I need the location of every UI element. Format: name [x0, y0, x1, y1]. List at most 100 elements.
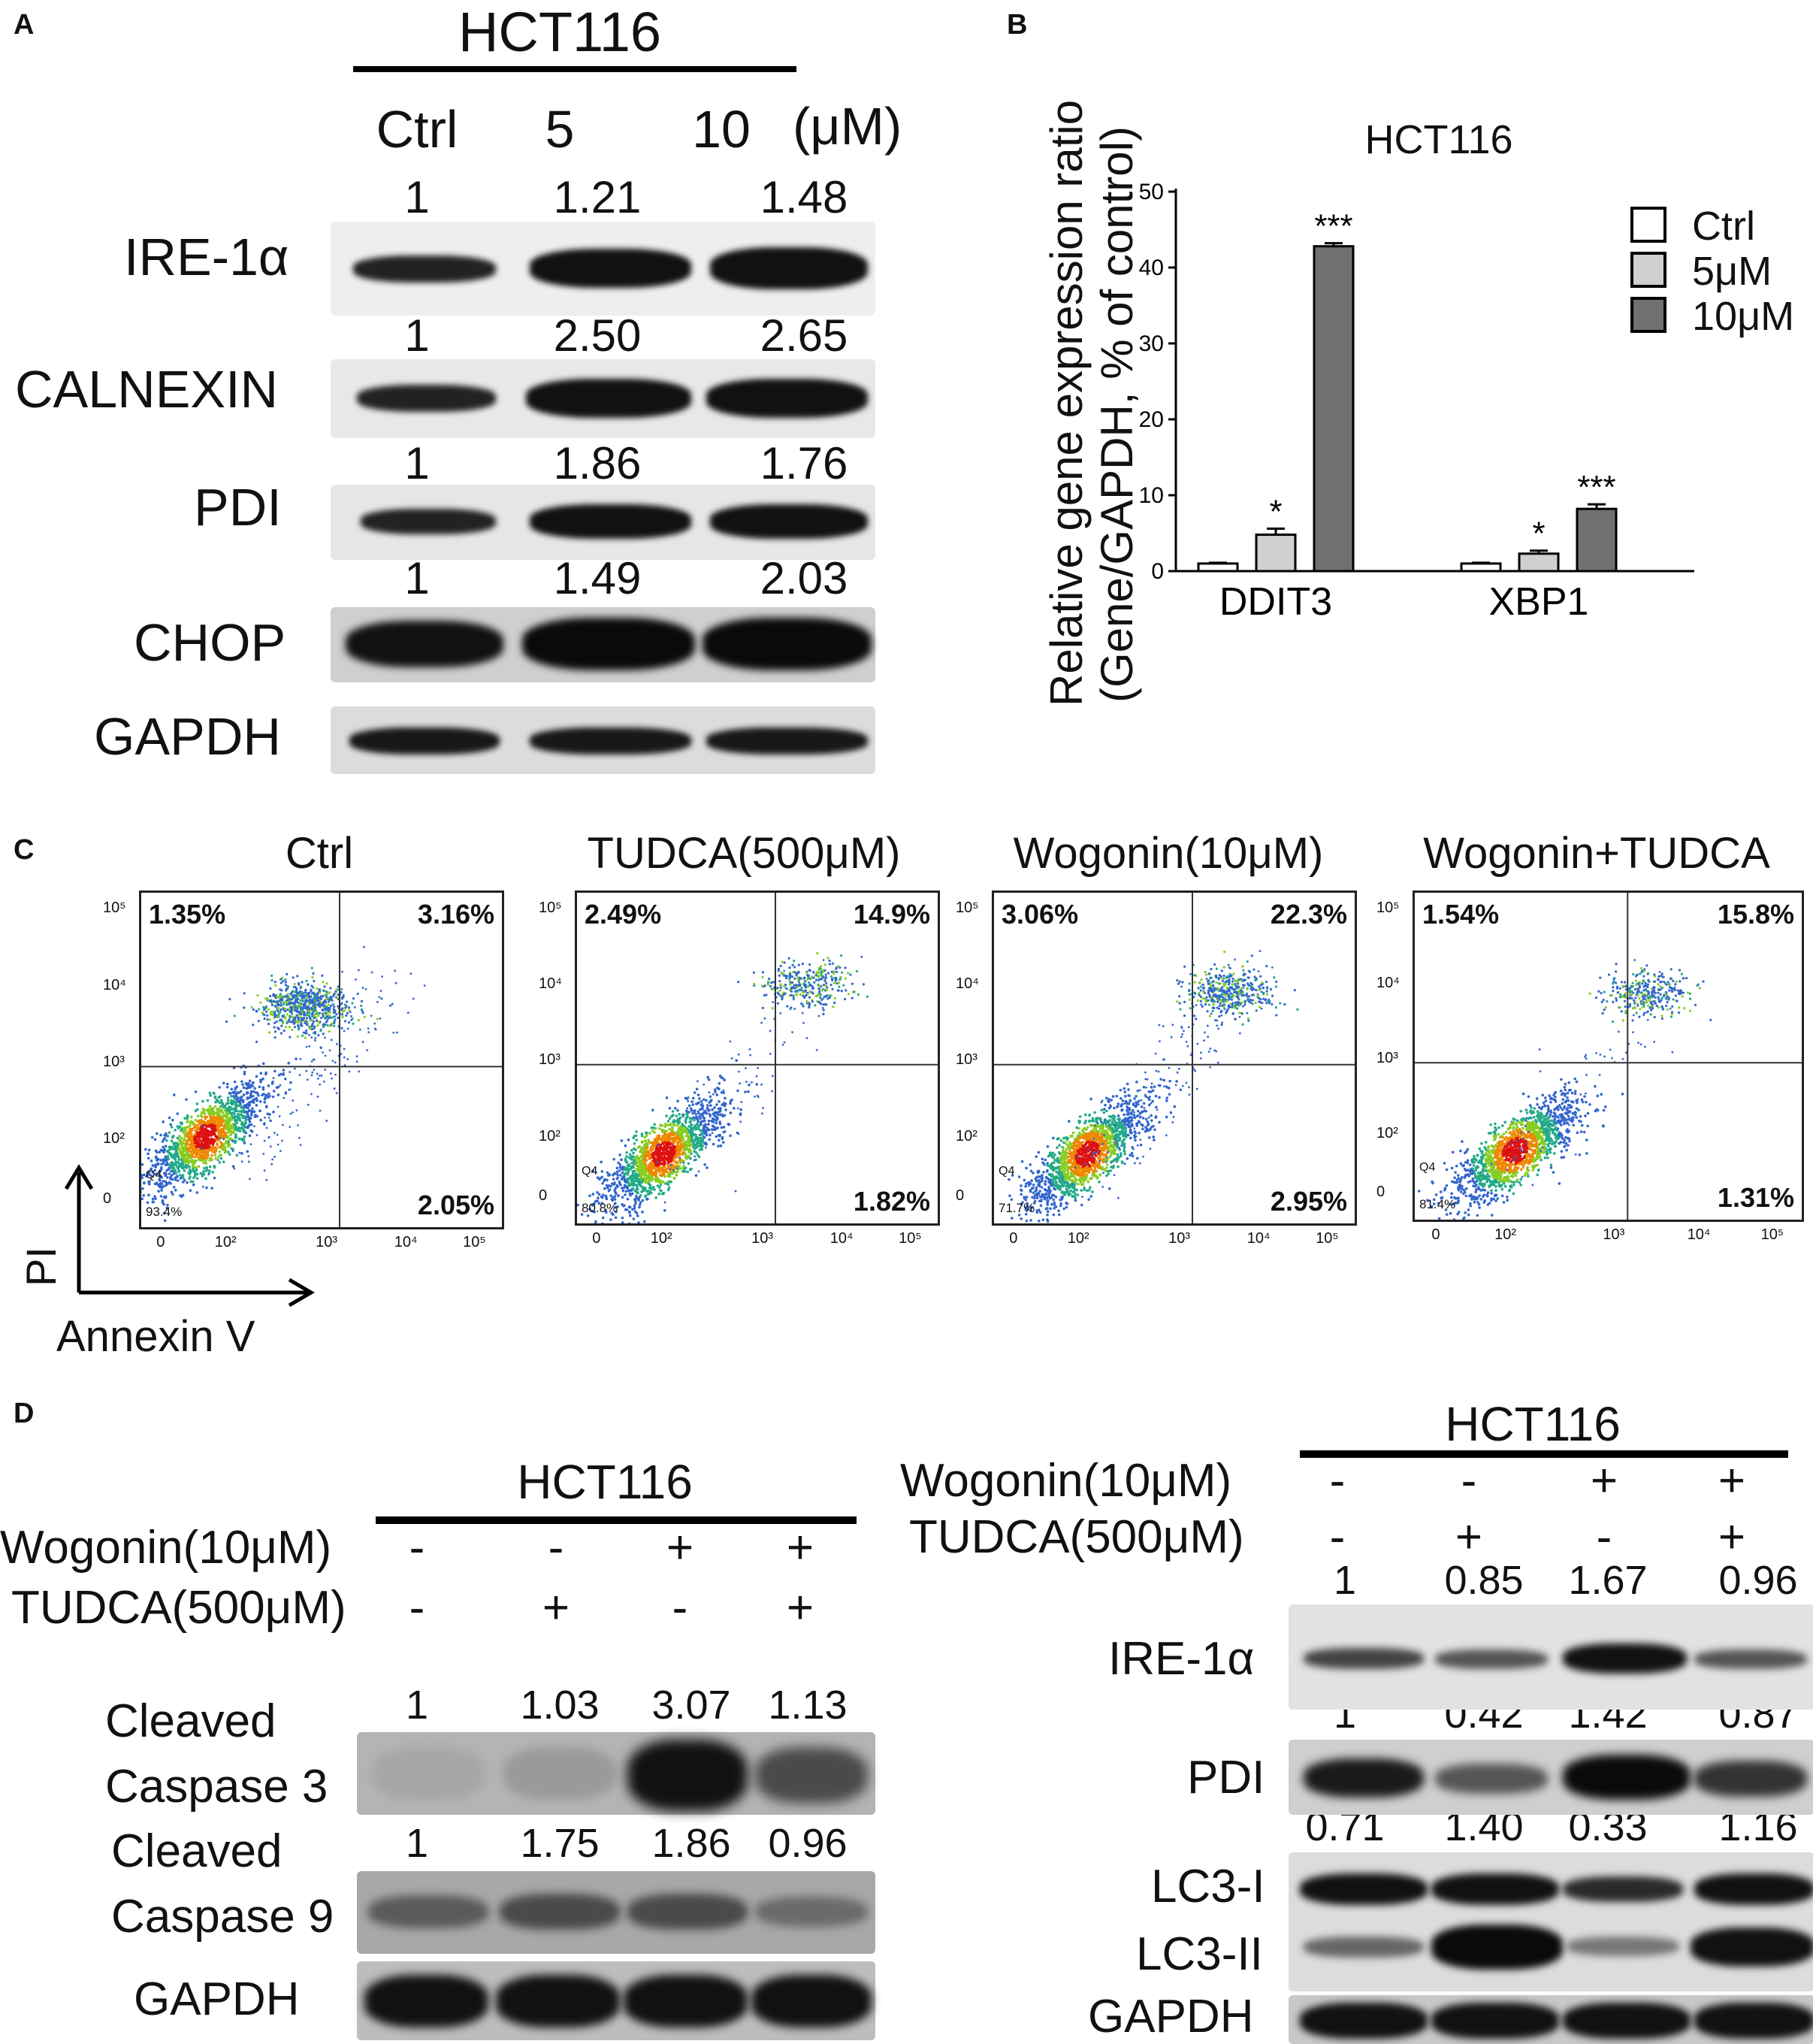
flow-y-tick: 10³ — [539, 1051, 561, 1069]
flow-y-tick: 0 — [103, 1190, 112, 1208]
caspase9-label-line1: Cleaved — [111, 1825, 283, 1877]
panel-d-left-rule — [376, 1516, 857, 1524]
panel-d-right-pdi-label: PDI — [1187, 1752, 1265, 1804]
legend-swatch-ctrl — [1630, 207, 1666, 243]
panel-a-treatment-ctrl: Ctrl — [376, 100, 458, 159]
flow-title-tudca: TUDCA(500μM) — [587, 829, 901, 878]
chart-ylabel-line1: Relative gene expression ratio — [1041, 99, 1092, 706]
caspase3-label-line1: Cleaved — [105, 1695, 276, 1747]
panel-label-a: A — [14, 9, 35, 41]
panel-a-pdi-value: 1.86 — [553, 438, 642, 488]
legend-label-ctrl: Ctrl — [1692, 204, 1755, 249]
chart-bar — [1255, 534, 1297, 573]
flow-axis-x-label: Annexin V — [56, 1312, 255, 1361]
flow-x-tick: 10³ — [316, 1234, 338, 1250]
flow-y-tick: 10⁴ — [1376, 974, 1400, 991]
chart-bar — [1313, 245, 1355, 573]
chart-y-tick-label: 10 — [1139, 483, 1164, 508]
panel-a-chop-value: 1.49 — [553, 553, 642, 603]
caspase9-value: 0.96 — [768, 1821, 848, 1866]
flow-plot: 2.49% 14.9% 1.82% Q4 80.8% — [575, 890, 940, 1226]
legend-label-10um: 10μM — [1692, 294, 1795, 339]
panel-a-gapdh-label: GAPDH — [94, 707, 281, 766]
flow-x-tick: 10⁵ — [1316, 1230, 1339, 1247]
panel-d-right-cell-line: HCT116 — [1445, 1397, 1621, 1451]
chart-bar — [1576, 507, 1618, 573]
chart-y-tick-label: 20 — [1139, 407, 1164, 432]
panel-a-calnexin-blot — [331, 359, 875, 438]
flow-x-tick: 0 — [1009, 1230, 1018, 1247]
caspase9-value: 1 — [405, 1821, 429, 1866]
tudca-sign: - — [1329, 1511, 1346, 1563]
quadrant-lr-percent: 2.05% — [417, 1190, 494, 1220]
flow-x-tick: 0 — [156, 1234, 165, 1250]
panel-d-right-value: 1 — [1333, 1558, 1357, 1603]
wogonin-sign: + — [786, 1522, 814, 1574]
lc3-i-label: LC3-I — [1151, 1861, 1265, 1912]
flow-x-tick: 10² — [650, 1230, 672, 1247]
flow-x-tick: 0 — [1431, 1226, 1440, 1243]
caspase3-value: 3.07 — [651, 1683, 731, 1728]
wogonin-sign: - — [1461, 1455, 1477, 1507]
panel-a-unit: (μM) — [793, 97, 902, 156]
flow-title-wogonin: Wogonin(10μM) — [1013, 829, 1324, 878]
flow-x-tick: 10² — [1067, 1230, 1089, 1247]
flow-y-tick: 10² — [1376, 1124, 1398, 1141]
flow-x-tick: 10⁵ — [463, 1234, 486, 1250]
panel-a-chop-label: CHOP — [134, 613, 286, 672]
wogonin-sign: + — [1590, 1455, 1618, 1507]
flow-axes-arrows — [64, 1164, 315, 1308]
caspase3-value: 1.13 — [768, 1683, 848, 1728]
quadrant-ur-percent: 3.16% — [417, 899, 494, 930]
panel-d-right-value: 0.85 — [1444, 1558, 1524, 1603]
flow-y-tick: 10⁵ — [539, 900, 562, 916]
panel-a-ire1a-value: 1 — [404, 172, 430, 222]
chart-y-tick-label: 50 — [1139, 180, 1164, 204]
chart-category-label: DDIT3 — [1219, 580, 1332, 624]
flow-scatter — [1415, 893, 1802, 1220]
panel-label-b: B — [1007, 9, 1028, 41]
flow-y-tick: 10⁵ — [103, 900, 126, 917]
flow-scatter — [141, 893, 502, 1227]
chart-significance-mark: * — [1269, 493, 1282, 530]
panel-a-chop-value: 2.03 — [760, 553, 848, 603]
panel-a-treatment-10: 10 — [692, 100, 751, 159]
flow-x-tick: 10² — [214, 1234, 237, 1250]
flow-y-tick: 10³ — [103, 1053, 125, 1070]
lc3-blot — [1289, 1852, 1813, 1991]
panel-a-ire1a-value: 1.48 — [760, 172, 848, 222]
flow-x-tick: 10⁴ — [1246, 1230, 1271, 1247]
flow-y-tick: 10⁴ — [103, 976, 126, 993]
quadrant-ul-percent: 1.54% — [1422, 899, 1500, 930]
wogonin-sign: - — [409, 1522, 425, 1574]
panel-a-calnexin-value: 2.65 — [760, 310, 848, 361]
panel-a-treatment-5: 5 — [545, 100, 575, 159]
panel-a-ire1a-blot — [331, 222, 875, 316]
flow-y-tick: 10⁴ — [539, 975, 562, 993]
legend-label-5um: 5μM — [1692, 249, 1772, 294]
panel-a-pdi-blot — [331, 485, 875, 560]
panel-a-calnexin-value: 2.50 — [553, 310, 642, 361]
panel-a-cell-line: HCT116 — [458, 1, 662, 63]
quadrant-ul-percent: 3.06% — [1002, 899, 1079, 930]
flow-x-tick: 10³ — [1168, 1230, 1191, 1247]
flow-y-tick: 10² — [539, 1127, 561, 1144]
panel-d-left-cell-line: HCT116 — [517, 1455, 693, 1509]
flow-y-tick: 10² — [103, 1130, 125, 1147]
chart-y-tick-label: 40 — [1139, 256, 1164, 280]
chart-significance-mark: *** — [1314, 208, 1352, 245]
caspase9-value: 1.75 — [520, 1821, 600, 1866]
caspase3-value: 1 — [405, 1683, 429, 1728]
flow-y-tick: 10² — [956, 1127, 978, 1144]
quadrant-lr-percent: 1.31% — [1717, 1182, 1794, 1213]
panel-d-right-rule — [1300, 1450, 1788, 1458]
tudca-sign: - — [1596, 1511, 1612, 1563]
flow-title-ctrl: Ctrl — [285, 829, 354, 878]
caspase9-value: 1.86 — [651, 1821, 731, 1866]
panel-a-ire1a-value: 1.21 — [553, 172, 642, 222]
lc3-ii-label: LC3-II — [1136, 1928, 1263, 1980]
legend-swatch-5um — [1630, 252, 1666, 288]
panel-a-calnexin-value: 1 — [404, 310, 430, 361]
flow-y-tick: 0 — [539, 1187, 548, 1204]
